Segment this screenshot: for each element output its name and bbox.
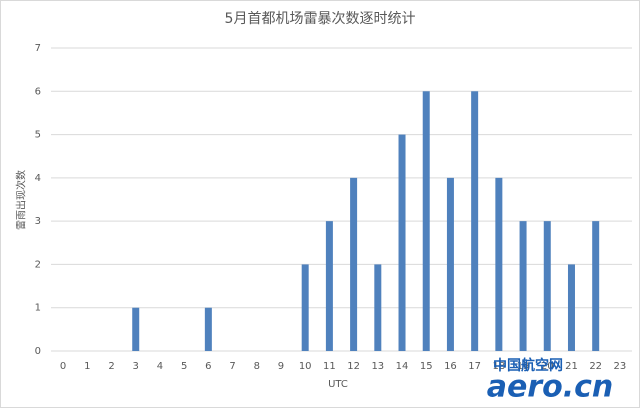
bar: [543, 221, 551, 351]
x-tick-label: 9: [278, 361, 284, 372]
bar: [422, 91, 430, 352]
bar: [567, 264, 575, 351]
bar: [132, 307, 140, 351]
bar: [446, 177, 454, 351]
y-tick-label: 4: [35, 173, 41, 184]
bar: [519, 221, 527, 351]
bar: [301, 264, 309, 351]
x-tick-label: 18: [492, 361, 505, 372]
y-tick-label: 0: [35, 346, 41, 357]
x-tick-label: 22: [589, 361, 602, 372]
y-tick-label: 6: [35, 86, 41, 97]
x-tick-label: 8: [254, 361, 260, 372]
y-tick-label: 3: [35, 216, 41, 227]
x-tick-label: 14: [396, 361, 409, 372]
x-tick-label: 2: [108, 361, 114, 372]
y-axis-label: 雷雨出现次数: [15, 170, 28, 230]
bar: [374, 264, 382, 351]
y-tick-label: 2: [35, 259, 41, 270]
x-tick-label: 7: [229, 361, 235, 372]
x-tick-label: 0: [60, 361, 66, 372]
x-tick-label: 6: [205, 361, 211, 372]
x-tick-label: 12: [347, 361, 360, 372]
y-tick-label: 7: [35, 43, 41, 54]
x-tick-label: 15: [420, 361, 433, 372]
bar: [398, 134, 406, 351]
x-tick-label: 19: [517, 361, 530, 372]
x-tick-label: 17: [468, 361, 481, 372]
x-tick-label: 5: [181, 361, 187, 372]
watermark: aero.cn: [487, 370, 614, 405]
x-axis-label: UTC: [328, 379, 348, 390]
watermark-cn: 中国航空网: [493, 357, 563, 374]
x-tick-label: 3: [133, 361, 139, 372]
x-tick-label: 16: [444, 361, 457, 372]
x-tick-label: 23: [614, 361, 627, 372]
bar: [471, 91, 479, 352]
x-tick-label: 20: [541, 361, 554, 372]
x-tick-label: 11: [323, 361, 336, 372]
y-tick-label: 1: [35, 303, 41, 314]
chart-title: 5月首都机场雷暴次数逐时统计: [225, 11, 416, 27]
x-tick-label: 21: [565, 361, 578, 372]
bar: [350, 177, 358, 351]
bar: [204, 307, 212, 351]
bar: [325, 221, 333, 351]
bar: [592, 221, 600, 351]
x-tick-label: 10: [299, 361, 312, 372]
x-tick-label: 13: [371, 361, 384, 372]
y-tick-label: 5: [35, 130, 41, 141]
bar: [495, 177, 503, 351]
x-tick-label: 1: [84, 361, 90, 372]
x-tick-label: 4: [157, 361, 163, 372]
